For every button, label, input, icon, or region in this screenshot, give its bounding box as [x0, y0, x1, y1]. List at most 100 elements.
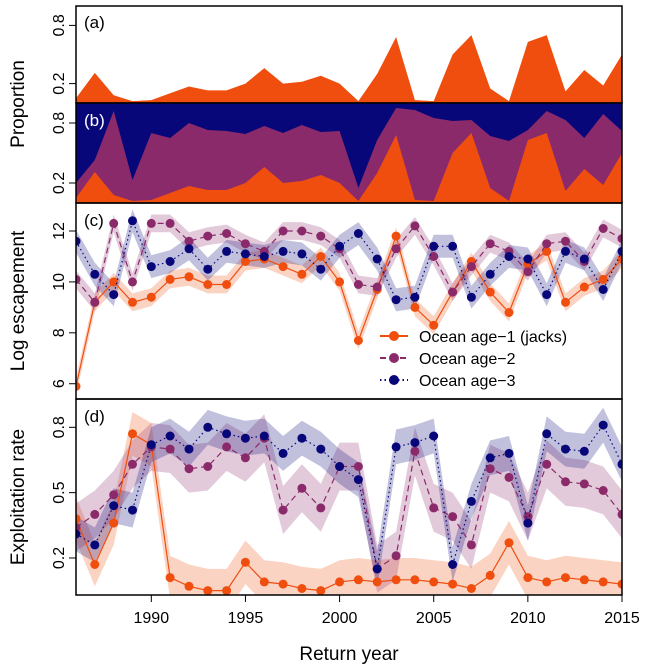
panel-d-line-ocean-age-3	[76, 423, 622, 570]
panel-d-point-ocean-age-2	[391, 551, 401, 561]
panel-c-point-ocean-age-2	[448, 287, 458, 297]
panel-d-point-ocean-age-1	[466, 584, 476, 593]
panel-d-point-ocean-age-1	[429, 577, 439, 587]
panel-d-point-ocean-age-1	[391, 575, 401, 585]
panel-c-point-ocean-age-3	[561, 246, 570, 256]
panel-d-point-ocean-age-3	[259, 431, 269, 441]
panel-c-line-ocean-age-2	[76, 221, 622, 304]
x-axis-tick-label: 2000	[322, 610, 358, 627]
panel-d-point-ocean-age-2	[222, 442, 232, 452]
panel-c-point-ocean-age-1	[278, 262, 288, 272]
panel-d-point-ocean-age-1	[335, 577, 345, 587]
x-axis: 1990 1995 2000 2005 2010 2015	[134, 595, 640, 627]
panel-d-point-ocean-age-2	[617, 509, 622, 519]
panel-c-plot	[76, 209, 622, 396]
panel-d-point-ocean-age-1	[76, 514, 81, 524]
panel-d-point-ocean-age-3	[109, 501, 119, 511]
panel-d-point-ocean-age-1	[316, 586, 326, 595]
panel-d-point-ocean-age-2	[165, 444, 175, 454]
panel-c-point-ocean-age-1	[203, 280, 213, 289]
panel-d-point-ocean-age-2	[410, 446, 420, 456]
panel-c-point-ocean-age-2	[240, 239, 250, 249]
panel-c-point-ocean-age-2	[353, 280, 363, 289]
panel-d-point-ocean-age-3	[90, 540, 100, 550]
panel-c-point-ocean-age-3	[316, 264, 326, 274]
panel-a: (a) 0.2 0.8	[51, 5, 623, 104]
panel-d-point-ocean-age-2	[90, 509, 100, 519]
panel-d-point-ocean-age-2	[429, 503, 439, 513]
panel-c-point-ocean-age-2	[76, 274, 81, 284]
panel-d-point-ocean-age-3	[561, 444, 570, 454]
panel-c-point-ocean-age-2	[561, 236, 570, 246]
panel-d-point-ocean-age-2	[561, 477, 570, 487]
panel-c-point-ocean-age-3	[297, 249, 307, 259]
panel-c-point-ocean-age-3	[165, 257, 175, 266]
panel-c-point-ocean-age-1	[410, 302, 420, 312]
panel-c-y-ticks: 6 8 10 12	[51, 222, 76, 388]
panel-c-point-ocean-age-2	[297, 226, 307, 236]
panel-c-point-ocean-age-1	[184, 272, 194, 282]
panel-d-point-ocean-age-3	[542, 429, 552, 439]
panel-c-point-ocean-age-3	[278, 246, 288, 256]
panel-c-point-ocean-age-1	[617, 254, 622, 264]
panel-c-point-ocean-age-2	[485, 239, 495, 249]
panel-d-point-ocean-age-3	[240, 433, 250, 443]
panel-c-band-ocean-age-2	[76, 214, 622, 312]
panel-d-point-ocean-age-3	[76, 529, 81, 539]
panel-c-point-ocean-age-3	[128, 216, 137, 226]
panel-d-point-ocean-age-3	[617, 459, 622, 469]
panel-c-point-ocean-age-3	[466, 292, 476, 302]
panel-c-point-ocean-age-3	[109, 290, 119, 300]
panel-c-point-ocean-age-1	[504, 308, 514, 317]
panel-c-point-ocean-age-3	[335, 241, 345, 251]
panel-c-point-ocean-age-3	[222, 246, 232, 256]
legend-marker-ocean-age-3	[389, 375, 399, 385]
panel-d-point-ocean-age-1	[278, 579, 288, 589]
legend-entry-ocean-age-2: Ocean age−2	[380, 351, 516, 368]
panel-d-point-ocean-age-1	[372, 577, 382, 587]
panel-d-y-tick-label: 0.5	[51, 481, 68, 503]
panel-c-point-ocean-age-2	[598, 224, 608, 233]
panel-d-point-ocean-age-2	[579, 479, 589, 489]
panel-d-point-ocean-age-1	[90, 560, 100, 569]
panel-c-point-ocean-age-3	[542, 290, 552, 300]
panel-c-point-ocean-age-2	[372, 282, 382, 292]
panel-c-point-ocean-age-3	[579, 254, 589, 264]
panel-a-plot	[76, 35, 622, 103]
panel-c-y-tick-label: 12	[51, 222, 68, 240]
panel-d-point-ocean-age-1	[297, 584, 307, 593]
panel-a-y-tick-label: 0.2	[51, 72, 68, 94]
panel-c-point-ocean-age-3	[76, 236, 81, 246]
panel-c-point-ocean-age-1	[598, 274, 608, 284]
panel-c: (c) 6 8 10 12 Log escapement Ocean age−1 (j…	[8, 202, 623, 400]
panel-d-point-ocean-age-1	[561, 573, 570, 583]
panel-d-point-ocean-age-3	[128, 505, 137, 515]
legend-marker-ocean-age-2	[389, 353, 399, 363]
panel-d-point-ocean-age-3	[316, 444, 326, 454]
panel-c-point-ocean-age-3	[617, 246, 622, 256]
panel-d-label: (d)	[84, 407, 105, 426]
panel-d-frame	[75, 398, 623, 596]
panel-d-point-ocean-age-3	[297, 433, 307, 443]
panel-d-point-ocean-age-3	[466, 496, 476, 506]
panel-d-point-ocean-age-1	[203, 586, 213, 595]
panel-d-point-ocean-age-3	[184, 444, 194, 454]
legend-entry-ocean-age-1: Ocean age−1 (jacks)	[380, 329, 567, 346]
x-axis-tick-label: 2015	[604, 610, 640, 627]
panel-b-y-tick-label: 0.2	[51, 172, 68, 194]
x-axis-title: Return year	[299, 644, 399, 665]
panel-c-point-ocean-age-1	[353, 336, 363, 345]
panel-c-point-ocean-age-1	[109, 277, 119, 287]
panel-b-y-ticks: 0.2 0.8	[51, 112, 76, 194]
panel-c-point-ocean-age-3	[391, 295, 401, 305]
panel-c-point-ocean-age-2	[523, 267, 533, 277]
panel-c-point-ocean-age-2	[146, 218, 156, 228]
panel-c-label: (c)	[84, 211, 104, 230]
panel-b-label: (b)	[84, 111, 105, 130]
panel-d-point-ocean-age-2	[184, 464, 194, 474]
panel-d-point-ocean-age-1	[240, 557, 250, 567]
panel-d-point-ocean-age-2	[448, 512, 458, 522]
panel-c-point-ocean-age-2	[316, 231, 326, 241]
panel-d-point-ocean-age-2	[542, 459, 552, 469]
